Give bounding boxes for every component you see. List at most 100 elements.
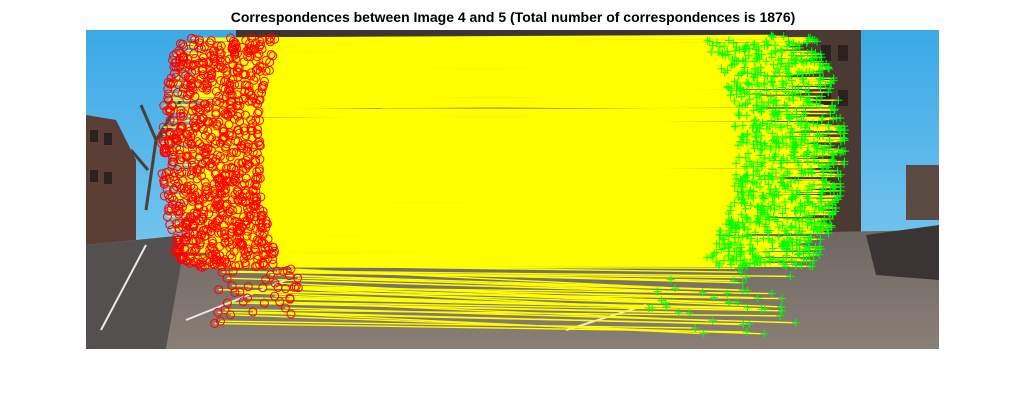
right-keypoint-plus xyxy=(783,214,792,223)
right-keypoint-plus xyxy=(822,59,831,68)
left-keypoint-circle xyxy=(242,231,252,241)
left-keypoint-circle xyxy=(240,80,250,90)
left-keypoint-circle xyxy=(169,184,179,194)
right-keypoint-plus xyxy=(722,82,731,91)
right-keypoint-plus xyxy=(742,327,751,336)
right-keypoint-plus xyxy=(776,60,785,69)
right-keypoint-plus xyxy=(748,244,757,253)
match-line xyxy=(273,252,741,256)
right-keypoint-plus xyxy=(767,32,776,41)
right-keypoint-plus xyxy=(787,221,796,230)
right-keypoint-plus xyxy=(803,120,812,129)
match-line xyxy=(194,94,731,98)
right-keypoint-plus xyxy=(786,71,795,80)
left-keypoint-circle xyxy=(272,266,282,276)
right-keypoint-plus xyxy=(782,251,791,260)
left-keypoint-circle xyxy=(180,80,190,90)
match-line xyxy=(262,36,774,40)
right-keypoint-plus xyxy=(714,48,723,57)
match-line xyxy=(169,111,831,115)
right-keypoint-plus xyxy=(747,191,756,200)
right-keypoint-plus xyxy=(806,101,815,110)
right-keypoint-plus xyxy=(740,63,749,72)
left-keypoint-circle xyxy=(259,260,269,270)
left-keypoint-circle xyxy=(178,60,188,70)
left-keypoint-circle xyxy=(190,34,200,44)
right-keypoint-plus xyxy=(771,168,780,177)
right-keypoint-plus xyxy=(817,92,826,101)
right-keypoint-plus xyxy=(768,129,777,138)
left-keypoint-circle xyxy=(157,169,167,179)
right-keypoint-plus xyxy=(772,187,781,196)
right-keypoint-plus xyxy=(725,298,734,307)
left-keypoint-circle xyxy=(199,205,209,215)
right-keypoint-plus xyxy=(759,158,768,167)
left-keypoint-circle xyxy=(255,260,265,270)
left-keypoint-circle xyxy=(269,248,279,258)
right-keypoint-plus xyxy=(720,42,729,51)
right-keypoint-plus xyxy=(769,33,778,42)
right-keypoint-plus xyxy=(785,169,794,178)
right-keypoint-plus xyxy=(708,253,717,262)
right-keypoint-plus xyxy=(786,178,795,187)
right-keypoint-plus xyxy=(736,268,745,277)
left-keypoint-circle xyxy=(183,54,193,64)
left-keypoint-circle xyxy=(243,142,253,152)
right-keypoint-plus xyxy=(745,95,754,104)
right-keypoint-plus xyxy=(803,49,812,58)
right-keypoint-plus xyxy=(752,133,761,142)
right-keypoint-plus xyxy=(709,293,718,302)
right-keypoint-plus xyxy=(810,224,819,233)
right-keypoint-plus xyxy=(817,225,826,234)
left-keypoint-circle xyxy=(188,236,198,246)
right-keypoint-plus xyxy=(762,86,771,95)
right-keypoint-plus xyxy=(744,79,753,88)
left-keypoint-circle xyxy=(220,154,230,164)
right-keypoint-plus xyxy=(741,100,750,109)
left-keypoint-circle xyxy=(211,108,221,118)
right-keypoint-plus xyxy=(758,144,767,153)
left-keypoint-circle xyxy=(236,143,246,153)
left-keypoint-circle xyxy=(232,185,242,195)
right-keypoint-plus xyxy=(772,87,781,96)
left-keypoint-circle xyxy=(201,185,211,195)
right-keypoint-plus xyxy=(749,187,758,196)
right-keypoint-plus xyxy=(746,186,755,195)
match-line xyxy=(234,177,784,180)
right-keypoint-plus xyxy=(685,308,694,317)
right-keypoint-plus xyxy=(797,116,806,125)
match-line xyxy=(173,117,837,122)
right-keypoint-plus xyxy=(768,289,777,298)
match-line xyxy=(168,108,759,111)
right-keypoint-plus xyxy=(738,218,747,227)
left-keypoint-circle xyxy=(286,309,296,319)
left-keypoint-circle xyxy=(233,72,243,82)
right-keypoint-plus xyxy=(804,148,813,157)
left-keypoint-circle xyxy=(250,38,260,48)
left-keypoint-circle xyxy=(237,222,247,232)
left-keypoint-circle xyxy=(204,102,214,112)
left-keypoint-circle xyxy=(203,144,213,154)
match-line xyxy=(220,206,780,210)
match-line xyxy=(251,100,817,105)
match-line xyxy=(220,320,696,329)
right-keypoint-plus xyxy=(788,127,797,136)
right-keypoint-plus xyxy=(827,155,836,164)
left-keypoint-circle xyxy=(227,195,237,205)
right-keypoint-plus xyxy=(776,311,785,320)
right-keypoint-plus xyxy=(724,209,733,218)
left-keypoint-circle xyxy=(185,252,195,262)
right-keypoint-plus xyxy=(724,50,733,59)
left-keypoint-circle xyxy=(268,255,278,265)
right-keypoint-plus xyxy=(826,141,835,150)
right-keypoint-plus xyxy=(731,228,740,237)
match-line xyxy=(204,44,776,48)
left-keypoint-circle xyxy=(163,89,173,99)
right-keypoint-plus xyxy=(791,193,800,202)
right-keypoint-plus xyxy=(796,92,805,101)
left-keypoint-circle xyxy=(174,209,184,219)
right-keypoint-plus xyxy=(769,255,778,264)
right-keypoint-plus xyxy=(783,246,792,255)
left-keypoint-circle xyxy=(187,246,197,256)
left-keypoint-circle xyxy=(246,210,256,220)
